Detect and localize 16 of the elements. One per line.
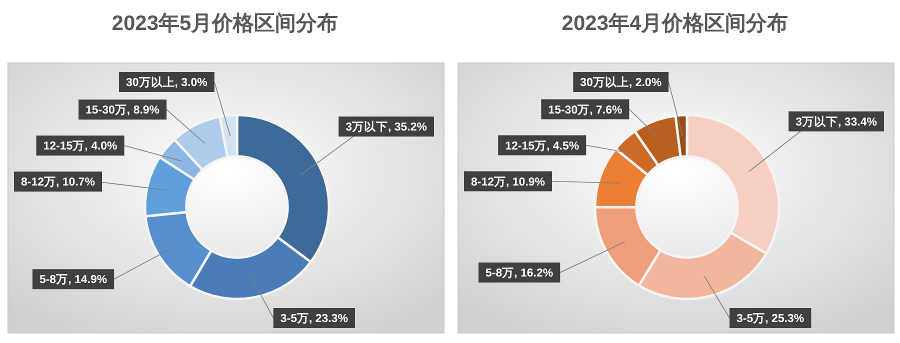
slice-label: 3万以下, 33.4% [796, 114, 877, 128]
slice-label: 15-30万, 8.9% [86, 104, 160, 117]
slice-label: 8-12万, 10.9% [471, 175, 546, 188]
slice-label: 12-15万, 4.0% [43, 140, 118, 153]
slice-label: 30万以上, 2.0% [580, 75, 662, 89]
slice-label: 8-12万, 10.7% [21, 176, 96, 189]
chart-title: 2023年5月价格区间分布 [112, 12, 338, 35]
slice-label: 3万以下, 35.2% [346, 120, 427, 134]
slice-label: 3-5万, 25.3% [736, 312, 804, 325]
slice-label: 30万以上, 3.0% [126, 75, 208, 89]
slice-label: 5-8万, 14.9% [39, 273, 108, 286]
slice-label: 3-5万, 23.3% [280, 312, 348, 325]
chart-title: 2023年4月价格区间分布 [562, 12, 788, 35]
slice-label: 12-15万, 4.5% [505, 139, 580, 152]
slice-label: 5-8万, 16.2% [485, 266, 554, 280]
slice-label: 15-30万, 7.6% [548, 103, 622, 116]
